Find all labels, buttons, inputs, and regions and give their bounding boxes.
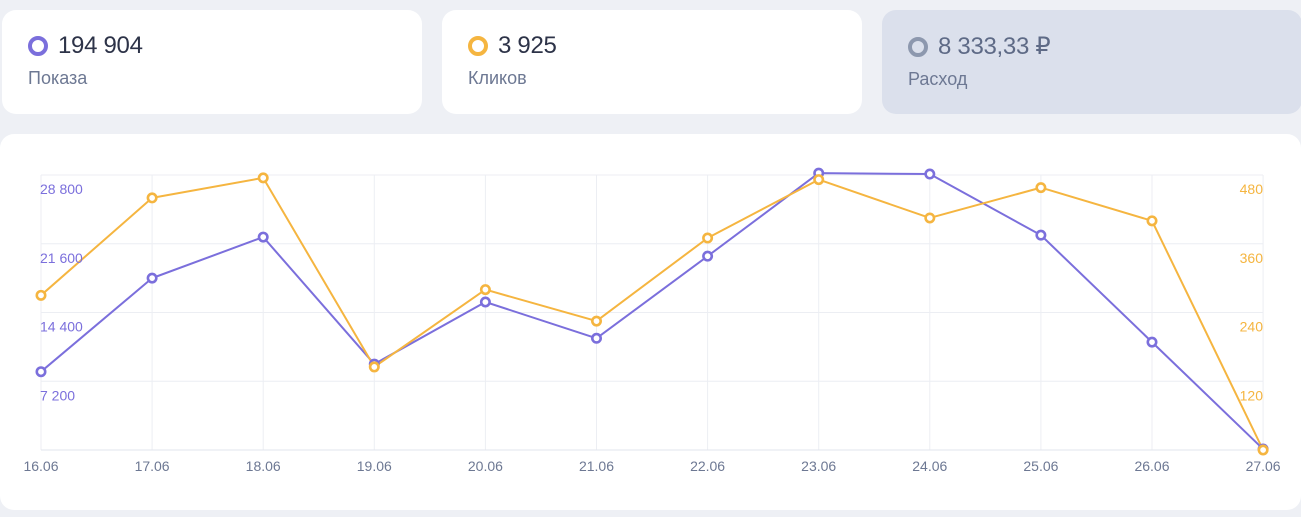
metric-card-impressions[interactable]: 194 904 Показа bbox=[2, 10, 422, 114]
spend-label: Расход bbox=[908, 69, 968, 89]
series-point-left bbox=[1035, 229, 1047, 241]
metric-card-spend[interactable]: 8 333,33 ₽ Расход bbox=[882, 10, 1301, 114]
impressions-legend-ring-icon bbox=[28, 36, 48, 56]
left-axis-tick-label: 28 800 bbox=[40, 181, 83, 197]
impressions-value: 194 904 bbox=[58, 32, 143, 59]
line-chart: 7 200 14 400 21 600 28 800 120 240 360 480 16.06… bbox=[23, 167, 1281, 474]
series-line-left bbox=[40, 172, 1264, 450]
right-axis-tick-label: 360 bbox=[1240, 250, 1264, 266]
series-point-right bbox=[479, 284, 491, 296]
left-axis-tick-label: 7 200 bbox=[40, 387, 75, 403]
x-axis-tick-label: 24.06 bbox=[912, 458, 947, 474]
series-point-left bbox=[146, 272, 158, 284]
clicks-value: 3 925 bbox=[498, 32, 557, 59]
left-axis-tick-label: 14 400 bbox=[40, 319, 83, 335]
series-point-left bbox=[479, 296, 491, 308]
x-axis-tick-label: 22.06 bbox=[690, 458, 725, 474]
right-axis-tick-label: 240 bbox=[1240, 319, 1264, 335]
left-axis-tick-label: 21 600 bbox=[40, 250, 83, 266]
x-axis-tick-label: 16.06 bbox=[23, 458, 58, 474]
chart-panel: 7 200 14 400 21 600 28 800 120 240 360 480 16.06… bbox=[0, 134, 1301, 510]
series-point-right bbox=[1146, 215, 1158, 227]
series-point-left bbox=[257, 231, 269, 243]
spend-legend-ring-icon bbox=[908, 36, 928, 57]
metric-card-clicks[interactable]: 3 925 Кликов bbox=[442, 10, 862, 114]
series-point-right bbox=[924, 212, 936, 224]
series-point-left bbox=[924, 168, 936, 180]
x-axis-tick-label: 19.06 bbox=[357, 458, 392, 474]
x-axis-tick-label: 17.06 bbox=[135, 458, 170, 474]
series-point-right bbox=[1035, 182, 1047, 194]
x-axis-tick-label: 27.06 bbox=[1246, 458, 1281, 474]
x-axis-tick-label: 25.06 bbox=[1023, 458, 1058, 474]
right-axis-tick-label: 480 bbox=[1240, 181, 1264, 197]
x-axis-tick-label: 21.06 bbox=[579, 458, 614, 474]
series-point-right bbox=[257, 172, 269, 184]
series-point-right bbox=[146, 192, 158, 204]
x-axis-tick-label: 26.06 bbox=[1134, 458, 1169, 474]
series-line-right bbox=[40, 176, 1264, 451]
x-axis-tick-label: 20.06 bbox=[468, 458, 503, 474]
series-point-right bbox=[813, 174, 825, 186]
clicks-label: Кликов bbox=[468, 68, 527, 88]
series-point-right bbox=[702, 232, 714, 244]
x-axis-tick-label: 23.06 bbox=[801, 458, 836, 474]
series-point-left bbox=[35, 366, 47, 378]
clicks-legend-ring-icon bbox=[468, 36, 488, 56]
impressions-label: Показа bbox=[28, 68, 88, 88]
series-point-left bbox=[590, 332, 602, 344]
series-point-right bbox=[590, 315, 602, 327]
spend-value: 8 333,33 ₽ bbox=[938, 33, 1051, 60]
series-point-left bbox=[702, 250, 714, 262]
series-point-right bbox=[368, 361, 380, 373]
series-point-right bbox=[1257, 444, 1269, 456]
right-axis-tick-label: 120 bbox=[1240, 387, 1264, 403]
series-point-right bbox=[35, 289, 47, 301]
x-axis-tick-label: 18.06 bbox=[246, 458, 281, 474]
series-point-left bbox=[1146, 336, 1158, 348]
